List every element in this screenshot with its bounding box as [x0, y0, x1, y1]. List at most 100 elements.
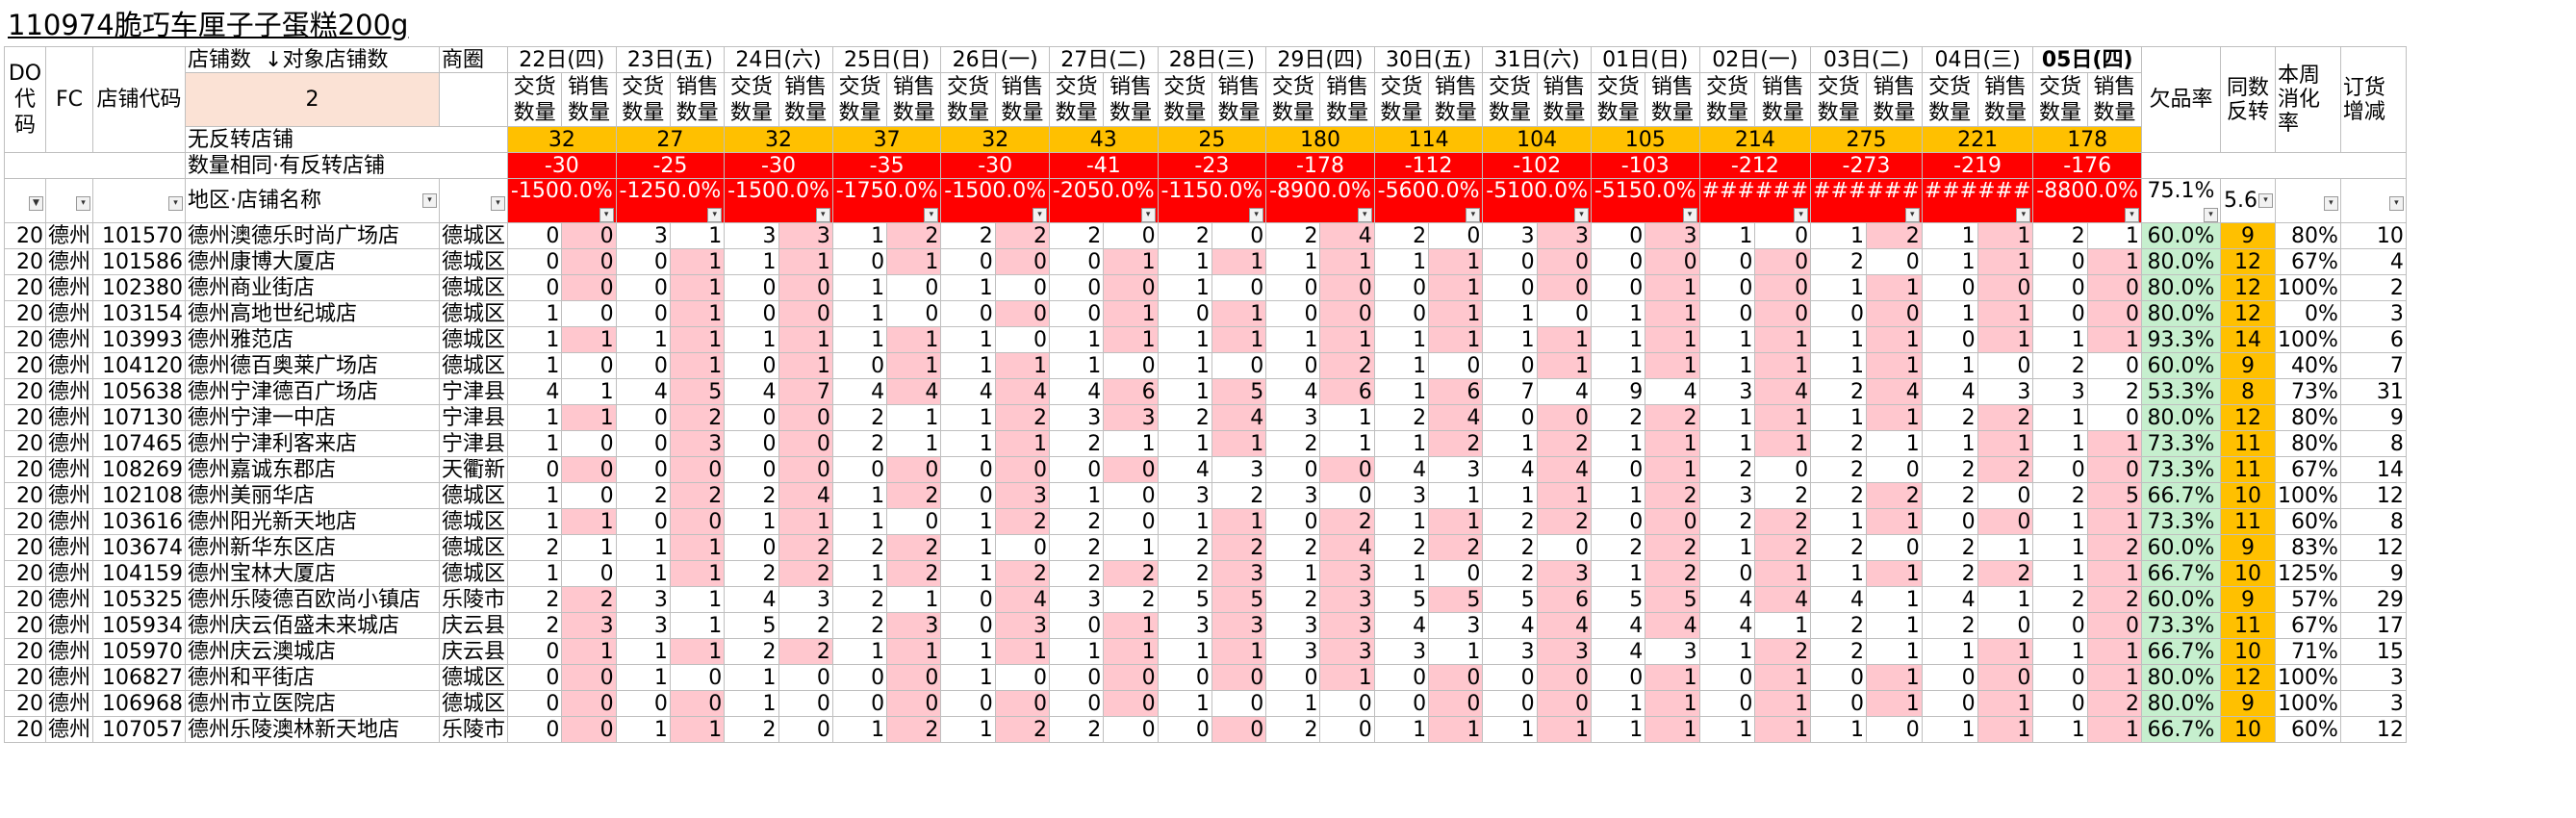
cell-store-code[interactable]: 106827 — [92, 664, 187, 691]
cell-delivery[interactable]: 2 — [831, 534, 888, 561]
cell-delivery[interactable]: 1 — [940, 716, 996, 743]
cell-sales[interactable]: 0 — [778, 690, 833, 717]
cell-delivery[interactable]: 3 — [615, 222, 671, 249]
cell-delivery[interactable]: 1 — [940, 430, 996, 457]
cell-sales[interactable]: 1 — [2086, 664, 2142, 691]
cell-sales[interactable]: 1 — [561, 404, 617, 431]
cell-sales[interactable]: 1 — [1319, 430, 1375, 457]
pct-value-cell[interactable]: -1250.0% ▾ — [615, 178, 726, 223]
cell-sales[interactable]: 1 — [1211, 508, 1267, 535]
cell-do[interactable]: 20 — [4, 300, 46, 327]
cell-sales[interactable]: 5 — [2086, 482, 2142, 509]
cell-sales[interactable]: 2 — [778, 534, 833, 561]
cell-delivery[interactable]: 1 — [615, 664, 671, 691]
cell-sales[interactable]: 1 — [1103, 638, 1159, 665]
cell-sales[interactable]: 2 — [1536, 508, 1592, 535]
cell-store-name[interactable]: 德州宁津利客来店 — [185, 430, 441, 457]
cell-sales[interactable]: 0 — [561, 456, 617, 483]
cell-delivery[interactable]: 4 — [615, 378, 671, 405]
cell-sales[interactable]: 1 — [1977, 638, 2034, 665]
cell-delivery[interactable]: 0 — [1810, 664, 1867, 691]
cell-sales[interactable]: 1 — [1865, 664, 1923, 691]
cell-sales[interactable]: 0 — [669, 690, 726, 717]
pct-value-cell[interactable]: -5150.0% ▾ — [1590, 178, 1700, 223]
cell-store-name[interactable]: 德州商业街店 — [185, 274, 441, 301]
cell-sales[interactable]: 0 — [561, 664, 617, 691]
cell-sales[interactable]: 1 — [1645, 352, 1700, 379]
cell-do[interactable]: 20 — [4, 508, 46, 535]
cell-delivery[interactable]: 3 — [1157, 612, 1212, 639]
cell-sales[interactable]: 1 — [1211, 300, 1267, 327]
cell-stockout-rate[interactable]: 66.7% — [2140, 482, 2221, 509]
cell-sales[interactable]: 1 — [1103, 248, 1159, 275]
cell-sales[interactable]: 1 — [1754, 690, 1812, 717]
cell-delivery[interactable]: 3 — [1698, 482, 1756, 509]
cell-sales[interactable]: 0 — [1319, 482, 1375, 509]
cell-sales[interactable]: 3 — [1536, 560, 1592, 587]
cell-sales[interactable]: 0 — [1319, 716, 1375, 743]
region-store-name-header[interactable]: 地区·店铺名称 ▾ — [185, 178, 441, 223]
cell-sales[interactable]: 2 — [1754, 638, 1812, 665]
cell-sales[interactable]: 1 — [1865, 586, 1923, 613]
cell-sales[interactable]: 4 — [994, 586, 1051, 613]
cell-fc[interactable]: 德州 — [44, 612, 94, 639]
pct-value-cell[interactable]: -1500.0% ▾ — [507, 178, 617, 223]
cell-delivery[interactable]: 1 — [1810, 508, 1867, 535]
cell-sales[interactable]: 1 — [2086, 638, 2142, 665]
cell-sales[interactable]: 2 — [2086, 378, 2142, 405]
cell-area[interactable]: 宁津县 — [439, 378, 509, 405]
cell-sales[interactable]: 0 — [778, 430, 833, 457]
cell-delivery[interactable]: 0 — [1810, 300, 1867, 327]
cell-delivery[interactable]: 0 — [1482, 352, 1538, 379]
cell-delivery[interactable]: 0 — [1048, 690, 1105, 717]
cell-delivery[interactable]: 4 — [724, 378, 779, 405]
cell-order-change[interactable]: 15 — [2339, 638, 2407, 665]
cell-delivery[interactable]: 2 — [1157, 404, 1212, 431]
cell-delivery[interactable]: 0 — [507, 690, 563, 717]
cell-store-name[interactable]: 德州市立医院店 — [185, 690, 441, 717]
cell-sales[interactable]: 1 — [1536, 716, 1592, 743]
cell-store-code[interactable]: 101570 — [92, 222, 187, 249]
cell-delivery[interactable]: 0 — [1698, 560, 1756, 587]
cell-sales[interactable]: 0 — [886, 456, 942, 483]
cell-sales[interactable]: 1 — [1977, 690, 2034, 717]
cell-sales[interactable]: 1 — [994, 430, 1051, 457]
cell-sales[interactable]: 1 — [669, 274, 726, 301]
pct-value-cell[interactable]: ###### ▾ — [1698, 178, 1812, 223]
cell-delivery[interactable]: 2 — [1048, 508, 1105, 535]
cell-delivery[interactable]: 0 — [1482, 690, 1538, 717]
cell-delivery[interactable]: 1 — [1590, 300, 1646, 327]
cell-delivery[interactable]: 2 — [1921, 404, 1978, 431]
cell-sales[interactable]: 1 — [1865, 274, 1923, 301]
cell-delivery[interactable]: 1 — [2032, 560, 2088, 587]
pct-value-cell[interactable]: -1750.0% ▾ — [831, 178, 942, 223]
cell-sales[interactable]: 1 — [1536, 352, 1592, 379]
cell-sales[interactable]: 0 — [1428, 664, 1484, 691]
cell-delivery[interactable]: 0 — [2032, 456, 2088, 483]
cell-do[interactable]: 20 — [4, 482, 46, 509]
cell-delivery[interactable]: 2 — [724, 716, 779, 743]
pct-value-cell[interactable]: -1500.0% ▾ — [940, 178, 1050, 223]
cell-delivery[interactable]: 1 — [507, 352, 563, 379]
cell-sales[interactable]: 5 — [669, 378, 726, 405]
cell-fc[interactable]: 德州 — [44, 430, 94, 457]
cell-delivery[interactable]: 9 — [1590, 378, 1646, 405]
cell-delivery[interactable]: 1 — [831, 716, 888, 743]
cell-store-code[interactable]: 105934 — [92, 612, 187, 639]
cell-delivery[interactable]: 1 — [2032, 716, 2088, 743]
cell-sales[interactable]: 1 — [669, 586, 726, 613]
cell-sales[interactable]: 3 — [1211, 560, 1267, 587]
cell-delivery[interactable]: 0 — [1810, 690, 1867, 717]
cell-order-change[interactable]: 31 — [2339, 378, 2407, 405]
cell-weekly-sellthrough[interactable]: 60% — [2274, 508, 2341, 535]
cell-delivery[interactable]: 2 — [2032, 482, 2088, 509]
cell-delivery[interactable]: 0 — [2032, 248, 2088, 275]
cell-fc[interactable]: 德州 — [44, 274, 94, 301]
cell-delivery[interactable]: 2 — [1698, 508, 1756, 535]
cell-sales[interactable]: 0 — [778, 404, 833, 431]
cell-sales[interactable]: 0 — [1977, 352, 2034, 379]
cell-delivery[interactable]: 2 — [2032, 352, 2088, 379]
cell-sales[interactable]: 0 — [778, 300, 833, 327]
cell-delivery[interactable]: 0 — [1921, 690, 1978, 717]
cell-area[interactable]: 德城区 — [439, 222, 509, 249]
